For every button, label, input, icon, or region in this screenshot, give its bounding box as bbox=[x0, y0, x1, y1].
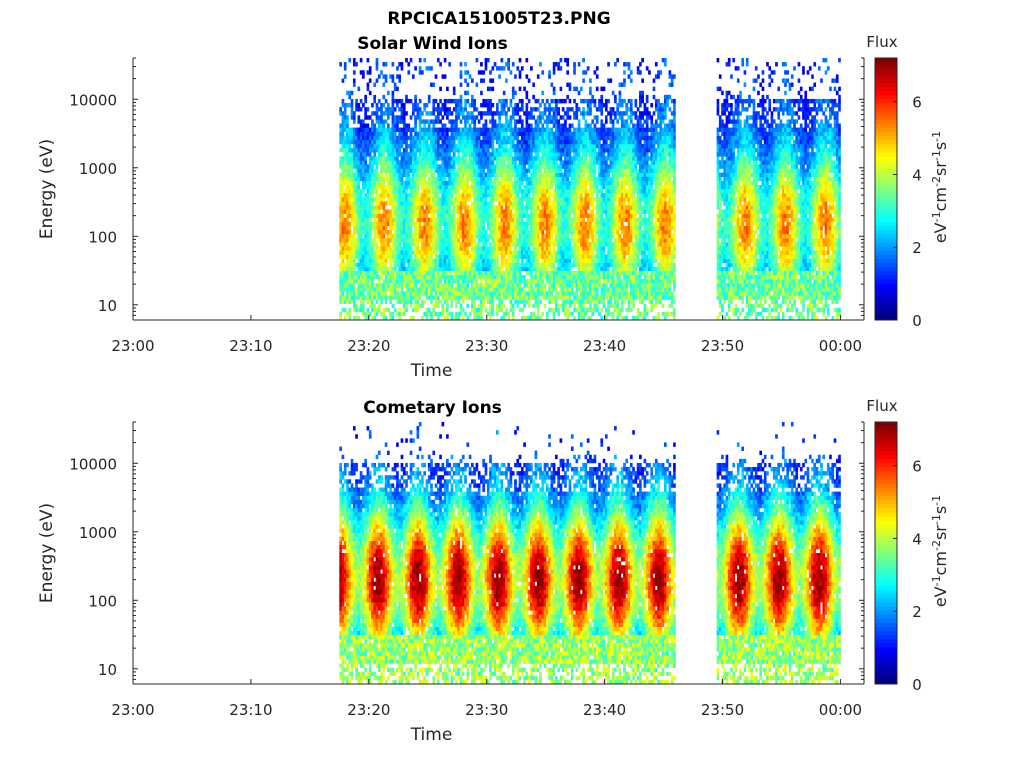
x-tick-label: 00:00 bbox=[819, 701, 862, 719]
y-tick-label: 100 bbox=[88, 228, 117, 246]
y-tick-label: 1000 bbox=[79, 524, 117, 542]
x-tick-label: 23:50 bbox=[701, 701, 744, 719]
x-tick-label: 23:00 bbox=[111, 701, 154, 719]
x-tick-label: 00:00 bbox=[819, 337, 862, 355]
colorbar-tick-label: 4 bbox=[912, 166, 922, 184]
colorbar-tick-label: 0 bbox=[912, 312, 922, 330]
panel-title: Solar Wind Ions bbox=[357, 34, 508, 54]
colorbar-title: Flux bbox=[866, 397, 897, 415]
colorbar-tick-label: 2 bbox=[912, 239, 922, 257]
x-tick-label: 23:50 bbox=[701, 337, 744, 355]
y-tick-label: 100 bbox=[88, 592, 117, 610]
x-axis-label: Time bbox=[410, 361, 453, 381]
cometary-panel: Cometary Ions 23:00 23:10 23:20 23:30 23:40 23… bbox=[37, 397, 950, 745]
solar-wind-panel: Solar Wind Ions 23:00 23:10 23:20 23:30 23:40… bbox=[37, 33, 950, 381]
x-tick-label: 23:20 bbox=[347, 701, 390, 719]
x-tick-label: 23:40 bbox=[583, 701, 626, 719]
colorbar bbox=[875, 422, 897, 684]
figure-title: RPCICA151005T23.PNG bbox=[387, 9, 610, 29]
x-tick-label: 23:40 bbox=[583, 337, 626, 355]
x-tick-label: 23:30 bbox=[465, 701, 508, 719]
x-tick-label: 23:20 bbox=[347, 337, 390, 355]
x-axis-label: Time bbox=[410, 725, 453, 745]
y-tick-label: 10000 bbox=[69, 91, 117, 109]
colorbar-unit-label: eV-1cm-2sr-1s-1 bbox=[930, 495, 951, 607]
colorbar bbox=[875, 58, 897, 320]
y-tick-label: 10 bbox=[98, 661, 117, 679]
y-axis-label: Energy (eV) bbox=[37, 139, 57, 239]
spectrogram-cells bbox=[339, 58, 840, 320]
colorbar-tick-label: 6 bbox=[912, 94, 922, 112]
spectrogram-cells bbox=[339, 422, 840, 684]
colorbar-title: Flux bbox=[866, 33, 897, 51]
y-tick-label: 10 bbox=[98, 297, 117, 315]
x-tick-label: 23:10 bbox=[229, 701, 272, 719]
colorbar-tick-label: 0 bbox=[912, 676, 922, 694]
panel-title: Cometary Ions bbox=[363, 398, 502, 418]
x-tick-label: 23:00 bbox=[111, 337, 154, 355]
colorbar-tick-label: 4 bbox=[912, 530, 922, 548]
x-tick-label: 23:30 bbox=[465, 337, 508, 355]
x-tick-label: 23:10 bbox=[229, 337, 272, 355]
y-tick-label: 1000 bbox=[79, 160, 117, 178]
y-tick-label: 10000 bbox=[69, 455, 117, 473]
colorbar-tick-label: 6 bbox=[912, 458, 922, 476]
colorbar-unit-label: eV-1cm-2sr-1s-1 bbox=[930, 131, 951, 243]
y-axis-label: Energy (eV) bbox=[37, 503, 57, 603]
colorbar-tick-label: 2 bbox=[912, 603, 922, 621]
